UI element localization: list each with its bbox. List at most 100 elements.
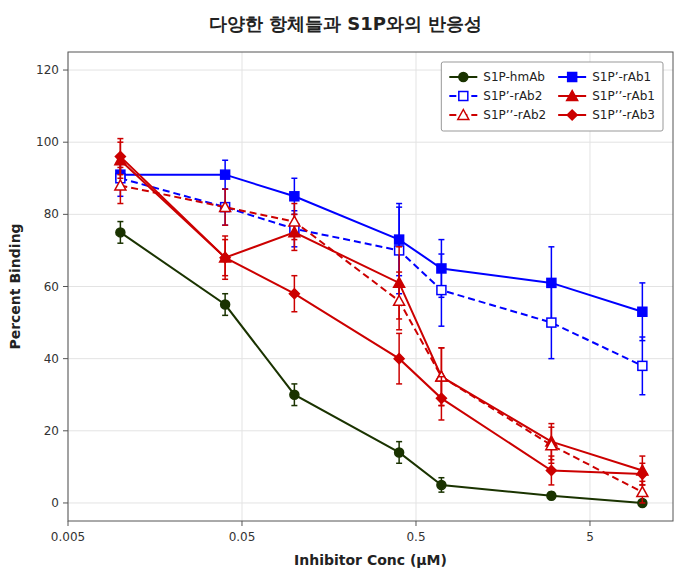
error-bar-cap [396,333,402,335]
marker [637,487,648,497]
legend-item: S1P’-rAb2 [449,89,542,103]
error-bar-cap [438,239,444,241]
error-bar-cap [222,293,228,295]
error-bar-cap [548,423,554,425]
marker [290,192,299,201]
marker [220,253,230,263]
error-bar-cap [222,239,228,241]
y-tick [63,502,68,503]
error-bar-cap [639,455,645,457]
error-bar-cap [222,188,228,190]
legend-label: S1P-hmAb [483,70,545,84]
error-bar-cap [548,484,554,486]
x-tick [589,521,590,526]
y-tick [63,430,68,431]
error-bar-cap [438,491,444,493]
error-bar-cap [438,419,444,421]
error-bar-cap [222,279,228,281]
error-bar-cap [438,477,444,479]
error-bar-cap [639,484,645,486]
legend-label: S1P’’-rAb3 [592,108,655,122]
y-tick [63,286,68,287]
error-bar-cap [117,221,123,223]
marker [115,180,126,190]
error-bar-cap [291,275,297,277]
error-bar-cap [117,174,123,176]
marker [459,73,468,82]
legend-item: S1P’’-rAb2 [449,108,546,122]
series-line [120,157,642,474]
error-bar-cap [291,311,297,313]
y-grid-line [68,502,673,503]
error-bar-cap [639,282,645,284]
series-line [120,160,642,470]
error-bar-cap [438,347,444,349]
error-bar-cap [396,329,402,331]
legend-item: S1P’’-rAb1 [558,89,655,103]
error-bar-cap [396,463,402,465]
y-tick [63,70,68,71]
series [116,160,647,395]
y-tick-label: 80 [44,207,59,221]
marker [220,202,231,212]
error-bar-cap [396,246,402,248]
chart-title: 다양한 항체들과 S1P와의 반응성 [209,13,482,34]
marker [638,307,647,316]
error-bar-cap [396,271,402,273]
error-bar-cap [222,235,228,237]
y-tick-label: 60 [44,280,59,294]
error-bar-cap [396,206,402,208]
y-tick-label: 20 [44,424,59,438]
legend-item: S1P’-rAb1 [558,70,651,84]
error-bar-cap [396,203,402,205]
x-tick [241,521,242,526]
x-axis-label: Inhibitor Conc (μM) [294,552,447,568]
y-grid-line [68,430,673,431]
marker [638,361,647,370]
series [115,142,648,485]
error-bar-cap [291,250,297,252]
x-tick [68,521,69,526]
error-bar-cap [291,178,297,180]
marker [547,491,556,500]
y-tick [63,358,68,359]
y-grid-line [68,358,673,359]
x-tick-label: 0.5 [406,530,425,544]
error-bar-cap [117,242,123,244]
series-line [120,175,642,312]
error-bar-cap [291,203,297,205]
y-tick-label: 40 [44,352,59,366]
error-bar-cap [548,426,554,428]
y-axis-label: Percent Binding [7,223,23,349]
error-bar-cap [438,376,444,378]
error-bar-cap [548,455,554,457]
legend-label: S1P’’-rAb2 [483,108,546,122]
series-line [120,232,642,503]
marker [547,278,556,287]
chart-svg: 0.0050.050.55020406080100120다양한 항체들과 S1P… [0,0,691,579]
error-bar-cap [396,383,402,385]
marker [637,469,647,479]
error-bar-cap [222,275,228,277]
error-bar-cap [291,405,297,407]
error-bar-cap [222,188,228,190]
marker [115,152,125,162]
y-tick-label: 0 [51,496,59,510]
y-grid-line [68,214,673,215]
series-line [120,178,642,366]
error-bar-cap [548,286,554,288]
marker [394,295,405,305]
error-bar-cap [222,224,228,226]
error-bar-cap [639,502,645,504]
error-bar-cap [639,484,645,486]
error-bar-cap [117,203,123,205]
error-bar-cap [639,463,645,465]
marker [437,286,446,295]
x-tick-label: 0.005 [51,530,85,544]
axes: 0.0050.050.55020406080100120 [36,52,673,544]
legend: S1P-hmAb S1P’-rAb1 S1P’-rAb2 S1P’’-rAb1 S1P’… [441,62,663,131]
y-grid-line [68,142,673,143]
plot-area [68,52,673,521]
y-tick-label: 120 [36,63,59,77]
series [115,139,647,485]
